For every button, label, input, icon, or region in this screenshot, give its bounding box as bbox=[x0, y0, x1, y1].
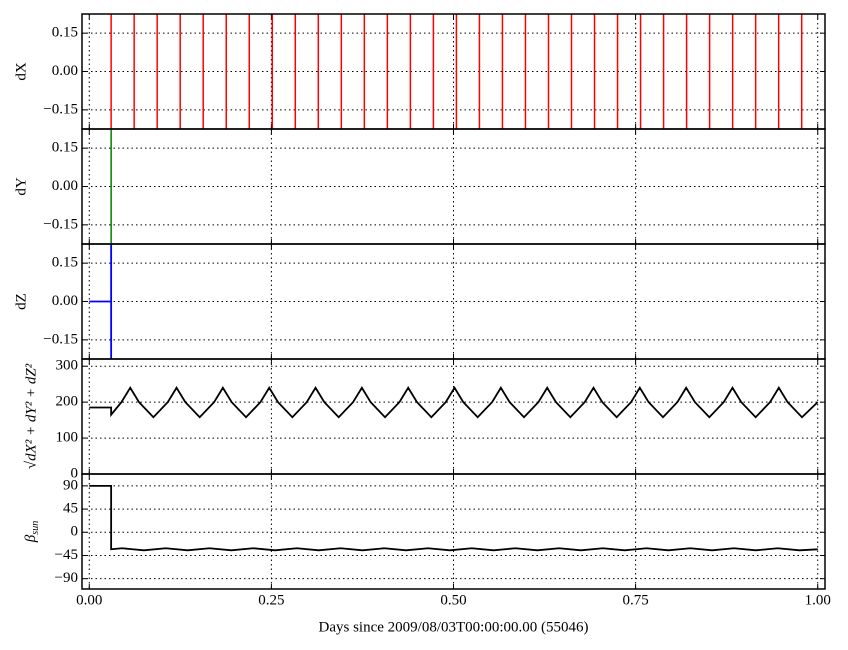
y-label-base: β bbox=[23, 534, 39, 543]
y-tick-label: 0.00 bbox=[52, 178, 78, 194]
y-tick-label: 0.00 bbox=[52, 63, 78, 79]
y-tick-label: −45 bbox=[55, 547, 78, 563]
frame bbox=[81, 13, 826, 130]
x-tick-label: 0.75 bbox=[622, 592, 648, 608]
y-tick-label: 45 bbox=[63, 501, 78, 517]
x-axis-label: Days since 2009/08/03T00:00:00.00 (55046… bbox=[319, 619, 589, 635]
y-tick-label: 0.00 bbox=[52, 293, 78, 309]
frame bbox=[81, 243, 826, 360]
y-tick-label: 0.15 bbox=[52, 25, 78, 41]
data bbox=[110, 14, 803, 129]
x-tick-label: 0.00 bbox=[76, 592, 102, 608]
y-tick-label: 0.15 bbox=[52, 255, 78, 271]
data bbox=[89, 386, 819, 419]
y-tick-label: −90 bbox=[55, 570, 78, 586]
x-tick-label: 1.00 bbox=[805, 592, 831, 608]
panel: 0.15 0.00 −0.15 dX bbox=[13, 13, 826, 130]
y-tick-label: 200 bbox=[56, 394, 79, 410]
y-tick-label: 300 bbox=[56, 358, 79, 374]
y-tick-label: −0.15 bbox=[43, 331, 78, 347]
y-axis-label: √dX² + dY² + dZ² bbox=[23, 363, 39, 469]
frame bbox=[81, 473, 826, 590]
frame bbox=[81, 358, 826, 475]
x-tick-label: 0.50 bbox=[440, 592, 466, 608]
panel: 0.15 0.00 −0.15 dY bbox=[13, 128, 826, 245]
y-axis-label: βsun bbox=[23, 521, 41, 543]
y-tick-label: 0.15 bbox=[52, 140, 78, 156]
y-axis-label: dY bbox=[13, 177, 29, 196]
series-line bbox=[89, 244, 113, 359]
panel: 0 100 200 300 √dX² + dY² + dZ² bbox=[23, 358, 826, 481]
y-label-sub: sun bbox=[30, 521, 41, 535]
data bbox=[89, 244, 113, 359]
y-tick-label: 100 bbox=[56, 430, 79, 446]
series-line bbox=[89, 386, 819, 419]
x-tick-label: 0.25 bbox=[258, 592, 284, 608]
panel: 0.15 0.00 −0.15 dZ bbox=[13, 243, 826, 360]
y-tick-label: 90 bbox=[63, 477, 78, 493]
data bbox=[89, 484, 818, 552]
y-tick-label: −0.15 bbox=[43, 216, 78, 232]
y-tick-label: 0 bbox=[71, 524, 79, 540]
y-tick-label: 0 bbox=[71, 465, 79, 481]
y-axis-label: dZ bbox=[13, 293, 29, 310]
frame bbox=[81, 128, 826, 245]
y-tick-label: −0.15 bbox=[43, 101, 78, 117]
panel: 90 45 0 −45 −90 0.00 0.25 0.50 0.75 1.00 βsun bbox=[23, 473, 831, 608]
y-axis-label: dX bbox=[13, 62, 29, 81]
series-line bbox=[89, 484, 818, 552]
